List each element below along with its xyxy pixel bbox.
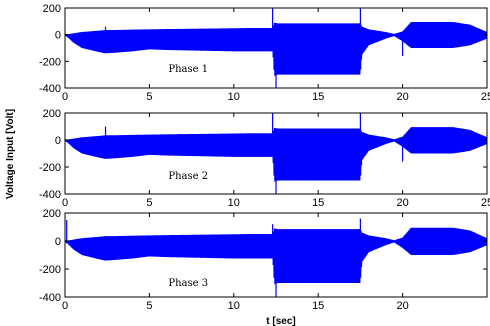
x-tick-label: 20 (396, 91, 408, 103)
x-tick-label: 20 (396, 197, 408, 209)
x-tick-label: 10 (228, 91, 240, 103)
x-tick-label: 25 (481, 197, 490, 209)
y-tick-label: -200 (39, 162, 61, 174)
axes-frame (64, 7, 488, 89)
x-tick-label: 5 (146, 91, 152, 103)
voltage-trace (64, 21, 488, 76)
x-tick-label: 10 (228, 300, 240, 312)
phase-label: Phase 3 (168, 278, 208, 289)
x-tick-label: 0 (62, 197, 68, 209)
x-tick-label: 5 (146, 300, 152, 312)
voltage-trace (64, 227, 488, 285)
x-tick-label: 25 (481, 91, 490, 103)
y-tick-label: -400 (39, 189, 61, 201)
y-tick-label: 200 (43, 3, 61, 15)
x-tick-label: 15 (312, 91, 324, 103)
y-tick-label: 0 (55, 30, 61, 42)
x-tick-label: 0 (62, 300, 68, 312)
x-tick-label: 5 (146, 197, 152, 209)
y-tick-label: 200 (43, 108, 61, 120)
phase-label: Phase 1 (168, 64, 208, 75)
x-tick-label: 0 (62, 91, 68, 103)
phase-label: Phase 2 (168, 171, 208, 182)
x-axis-label: t [sec] (266, 316, 295, 326)
y-tick-label: -200 (39, 56, 61, 68)
y-tick-label: -400 (39, 292, 61, 304)
x-tick-label: 15 (312, 300, 324, 312)
y-tick-label: 0 (55, 135, 61, 147)
y-tick-label: 200 (43, 208, 61, 220)
y-tick-label: -400 (39, 83, 61, 95)
y-tick-label: -200 (39, 264, 61, 276)
y-axis-label: Voltage Input [Volt] (5, 109, 16, 199)
axes-frame (64, 112, 488, 195)
x-tick-label: 20 (396, 300, 408, 312)
voltage-trace (64, 127, 488, 182)
y-tick-label: 0 (55, 236, 61, 248)
axes-frame (64, 212, 488, 298)
x-tick-label: 10 (228, 197, 240, 209)
x-tick-label: 15 (312, 197, 324, 209)
